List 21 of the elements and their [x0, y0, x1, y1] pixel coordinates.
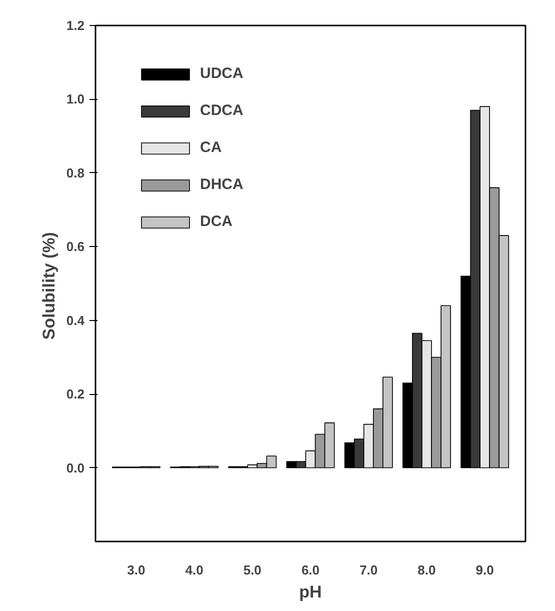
y-tick-label: 0.4: [66, 312, 86, 328]
legend-label: CA: [200, 139, 222, 156]
y-tick-label: 1.0: [66, 92, 85, 107]
y-tick-label: 0.0: [66, 460, 85, 476]
x-tick-label: 3.0: [127, 562, 146, 578]
legend-label: DCA: [200, 213, 232, 230]
x-tick-label: 4.0: [185, 562, 204, 578]
y-tick-label: 1.2: [66, 18, 85, 33]
y-tick-label: 0.6: [66, 239, 85, 254]
y-axis-title: Solubility (%): [39, 232, 58, 340]
legend-label: DHCA: [200, 176, 244, 193]
x-tick-label: 8.0: [418, 562, 436, 578]
y-tick-label: 0.8: [66, 165, 85, 180]
legend-label: CDCA: [200, 102, 244, 119]
x-tick-label: 7.0: [360, 562, 378, 578]
x-axis-title: pH: [299, 582, 322, 602]
legend-label: UDCA: [200, 65, 244, 82]
x-tick-label: 6.0: [301, 562, 320, 578]
x-tick-label: 5.0: [243, 562, 262, 578]
x-tick-label: 9.0: [476, 562, 494, 578]
y-tick-label: 0.2: [66, 386, 85, 402]
